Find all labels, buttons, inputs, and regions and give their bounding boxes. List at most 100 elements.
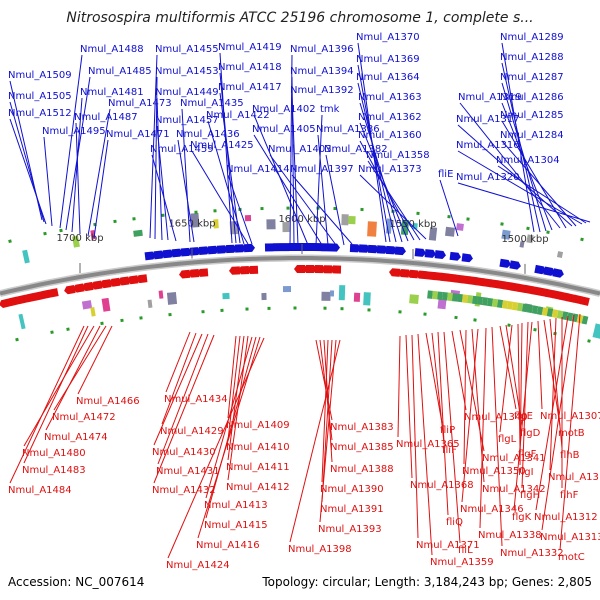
top-gene-label: Nmul_A1414 — [226, 164, 290, 175]
top-feature-block — [190, 212, 200, 228]
bottom-feature-block — [437, 298, 447, 310]
top-marker — [213, 209, 217, 213]
top-gene-label: Nmul_A1397 — [290, 164, 354, 175]
bottom-gene-label: Nmul_A1332 — [500, 548, 564, 559]
forward-gene-arrow — [376, 245, 388, 254]
bottom-feature-block — [521, 303, 529, 313]
top-gene-label: Nmul_A1370 — [356, 32, 420, 43]
bottom-feature-block — [546, 308, 554, 318]
top-leader-line — [181, 108, 191, 243]
bottom-gene-label: fliQ — [446, 517, 463, 528]
forward-gene-arrow — [385, 245, 397, 255]
top-gene-label: Nmul_A1419 — [218, 42, 282, 53]
top-marker — [286, 206, 290, 210]
top-feature-block — [72, 235, 80, 248]
bottom-feature-block — [457, 293, 463, 303]
bottom-gene-label: flgI — [518, 467, 534, 478]
bottom-gene-label: Nmul_A1365 — [396, 439, 460, 450]
bottom-gene-label: Nmul_A1368 — [410, 480, 474, 491]
forward-gene-arrow — [424, 249, 436, 258]
bottom-gene-label: Nmul_A1341 — [482, 453, 546, 464]
bottom-gene-label: Nmul_A1383 — [330, 422, 394, 433]
topology-text: Topology: circular; Length: 3,184,243 bp… — [262, 575, 592, 589]
top-feature-block — [412, 222, 418, 230]
top-leader-line — [154, 76, 158, 240]
top-feature-block — [501, 229, 511, 240]
bottom-leader-line — [541, 314, 575, 531]
top-gene-label: Nmul_A1363 — [358, 92, 422, 103]
bottom-feature-block — [447, 292, 453, 302]
top-gene-label: Nmul_A1436 — [176, 129, 240, 140]
top-gene-label: Nmul_A1286 — [500, 92, 564, 103]
bottom-leader-line — [437, 331, 449, 516]
bottom-leader-line — [431, 332, 445, 444]
top-leader-line — [457, 182, 591, 223]
reverse-gene-arrow — [39, 289, 51, 300]
top-feature-block — [348, 215, 356, 225]
top-feature-block — [526, 234, 534, 244]
bottom-feature-block — [581, 315, 589, 325]
bottom-feature-block — [101, 297, 111, 312]
bottom-gene-label: Nmul_A1430 — [152, 447, 216, 458]
bottom-leader-line — [205, 336, 257, 519]
top-gene-label: Nmul_A1362 — [358, 112, 422, 123]
bottom-feature-block — [486, 297, 494, 307]
forward-gene-arrow — [358, 244, 370, 253]
top-gene-label: Nmul_A1364 — [356, 72, 420, 83]
bottom-feature-block — [501, 300, 509, 309]
top-gene-label: Nmul_A1509 — [8, 70, 72, 81]
reverse-gene-arrow — [416, 270, 428, 280]
scale-ticks: 1700 kbp 1650 kbp 1600 kbp 1550 kbp 1500 kbp — [56, 214, 549, 274]
forward-gene-arrow — [367, 244, 379, 254]
top-gene-label: Nmul_A1358 — [366, 150, 430, 161]
top-feature-block — [367, 221, 377, 237]
bottom-leader-line — [443, 331, 461, 544]
forward-gene-arrow — [534, 264, 546, 275]
top-leader-line — [291, 95, 299, 246]
bottom-marker — [66, 327, 70, 331]
top-gene-label: Nmul_A1449 — [155, 87, 219, 98]
top-gene-label: tmk — [320, 104, 340, 115]
bottom-leader-line — [517, 323, 521, 448]
top-leader-line — [71, 97, 83, 233]
bottom-feature-block — [432, 290, 438, 300]
bottom-leader-line — [321, 339, 329, 483]
bottom-feature-block — [471, 295, 479, 305]
bottom-leader-line — [397, 335, 401, 438]
bottom-feature-block — [261, 292, 267, 301]
top-leader-line — [43, 136, 53, 227]
gene-arrows — [0, 242, 590, 308]
top-gene-label: fliE — [438, 169, 453, 180]
bottom-feature-block — [551, 309, 559, 319]
top-marker — [59, 228, 63, 233]
top-leader-line — [457, 124, 573, 227]
bottom-leader-line — [537, 320, 543, 410]
reverse-gene-arrow — [578, 296, 590, 306]
bottom-feature-block — [516, 302, 524, 312]
bottom-gene-label: Nmul_A1483 — [22, 465, 86, 476]
reverse-gene-arrow — [229, 266, 241, 275]
forward-gene-arrow — [414, 248, 426, 257]
bottom-leader-line — [165, 331, 191, 393]
bottom-gene-label: flgD — [520, 428, 541, 439]
bottom-feature-block — [166, 291, 178, 305]
top-leader-line — [439, 179, 459, 237]
top-leader-line — [359, 122, 409, 242]
bottom-gene-label: Nmul_A1480 — [22, 448, 86, 459]
top-leader-line — [149, 54, 158, 239]
bottom-leader-line — [23, 325, 95, 447]
bottom-feature-block — [526, 304, 534, 314]
top-leader-line — [253, 114, 309, 246]
forward-gene-arrow — [543, 266, 555, 276]
bottom-gene-label: Nmul_A1342 — [482, 484, 546, 495]
top-leader-line — [191, 150, 249, 245]
bottom-gene-label: flgF — [518, 449, 537, 460]
bottom-gene-label: Nmul_A1390 — [320, 484, 384, 495]
reverse-gene-arrow — [197, 268, 209, 277]
bottom-feature-block — [321, 291, 331, 301]
bottom-feature-block — [147, 299, 153, 309]
top-gene-label: Nmul_A1304 — [496, 155, 560, 166]
reverse-gene-arrow — [398, 268, 410, 278]
top-leader-line — [291, 174, 353, 245]
